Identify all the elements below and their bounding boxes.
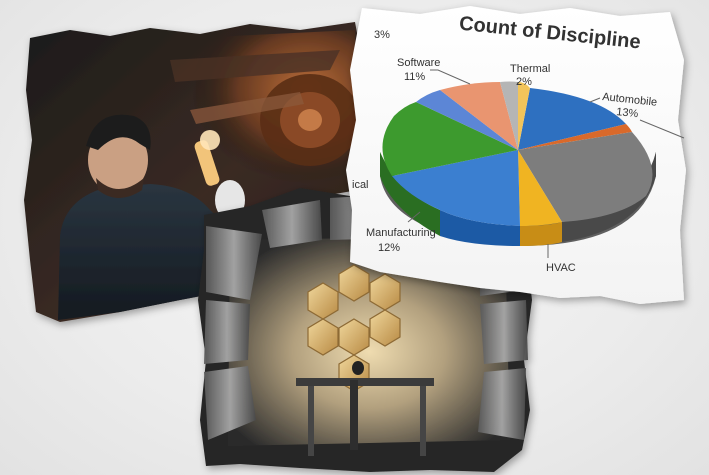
label-thermal: Thermal	[510, 63, 550, 75]
label-automobile-pct: 13%	[616, 106, 639, 120]
label-hvac: HVAC	[546, 262, 576, 274]
label-ical: ical	[352, 179, 369, 191]
label-automobile: Automobile	[602, 91, 658, 109]
pie-slice-grey-small	[500, 81, 518, 150]
label-partial-pct: 3%	[374, 29, 390, 41]
label-manufacturing: Manufacturing	[366, 227, 436, 239]
pie-slice-thermal	[518, 82, 530, 150]
pie-slice-orange-small	[518, 124, 632, 150]
pie-slice-manufacturing	[392, 150, 520, 226]
pie-slice-automobile	[518, 88, 626, 150]
pie-slice-grey-large	[518, 132, 653, 222]
label-thermal-pct: 2%	[516, 76, 532, 88]
label-software-pct: 11%	[404, 71, 425, 83]
pie-slice-blue-small	[416, 90, 518, 150]
label-manufacturing-pct: 12%	[378, 242, 400, 254]
pie-chart	[380, 81, 656, 246]
pie-chart-photo: Count of Discipline Software 11% Thermal…	[346, 6, 686, 304]
pie-slice-green	[382, 102, 518, 176]
label-software: Software	[397, 57, 440, 69]
pie-slice-hvac	[518, 150, 562, 226]
pie-slice-software	[440, 82, 518, 150]
mechanic-photo	[24, 22, 364, 322]
